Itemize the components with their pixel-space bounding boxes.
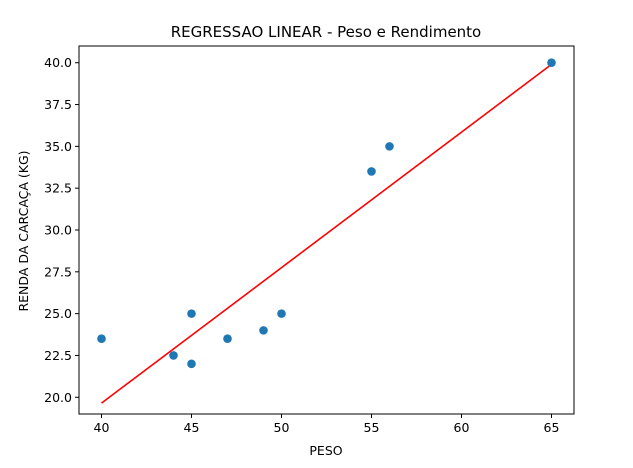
data-point (367, 167, 376, 176)
data-point (223, 334, 232, 344)
y-axis-label: RENDA DA CARCAÇA (KG) (16, 150, 31, 311)
x-tick-label: 50 (274, 420, 290, 435)
data-point (187, 359, 196, 369)
y-tick-label: 30.0 (44, 223, 72, 238)
data-point (385, 142, 394, 151)
x-tick-label: 65 (544, 420, 560, 435)
x-tick-label: 60 (454, 420, 470, 435)
plot-frame (78, 45, 575, 415)
plot-area: 40 45 50 55 60 65 20.0 22.5 25.0 27.5 30.0 32.5 35.0… (44, 45, 575, 435)
y-tick-label: 25.0 (44, 306, 72, 321)
data-point (169, 351, 178, 360)
x-tick-label: 40 (94, 420, 110, 435)
y-tick-label: 37.5 (44, 97, 72, 112)
y-tick-label: 32.5 (44, 181, 72, 196)
data-point (187, 309, 196, 318)
y-tick-label: 35.0 (44, 139, 72, 154)
y-tick-label: 40.0 (44, 55, 72, 70)
x-tick-label: 45 (184, 420, 200, 435)
regression-line (101, 63, 552, 404)
y-tick-label: 27.5 (44, 264, 72, 279)
x-axis-label: PESO (309, 443, 342, 458)
data-point (547, 58, 556, 68)
data-point (277, 309, 286, 318)
chart-title: REGRESSAO LINEAR - Peso e Rendimento (171, 23, 482, 41)
y-tick-label: 22.5 (44, 348, 72, 363)
x-tick-label: 55 (364, 420, 380, 435)
data-point (97, 334, 106, 344)
data-point (259, 326, 268, 335)
y-tick-label: 20.0 (44, 390, 72, 405)
